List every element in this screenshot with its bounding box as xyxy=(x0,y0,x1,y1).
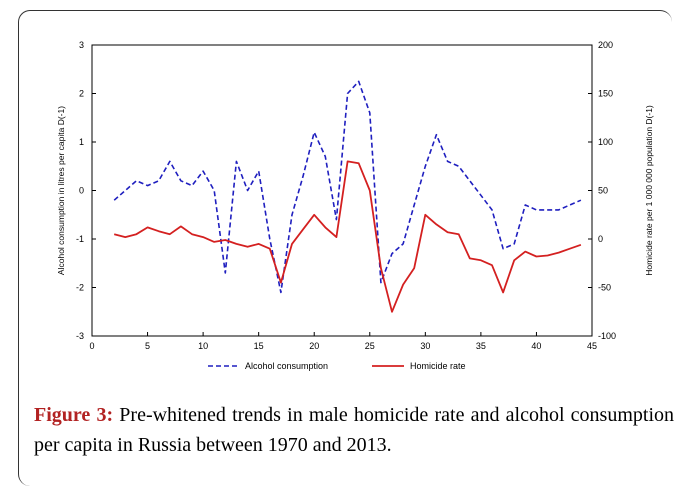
y-tick-label: 0 xyxy=(79,186,84,196)
y2-tick-label: -100 xyxy=(598,331,616,341)
series-group xyxy=(113,80,582,313)
x-tick-label: 20 xyxy=(309,341,319,351)
x-tick-label: 35 xyxy=(476,341,486,351)
y-tick-label: 2 xyxy=(79,89,84,99)
plot-border xyxy=(91,44,593,337)
y2-tick-label: 50 xyxy=(598,186,608,196)
x-tick-label: 45 xyxy=(587,341,597,351)
x-tick-label: 15 xyxy=(254,341,264,351)
x-tick-label: 30 xyxy=(420,341,430,351)
figure-caption: Figure 3: Pre-whitened trends in male ho… xyxy=(34,400,674,460)
x-tick-label: 25 xyxy=(365,341,375,351)
x-tick-label: 10 xyxy=(198,341,208,351)
figure-frame xyxy=(18,10,672,486)
y-axis-left: -3 -2 -1 0 1 2 3 xyxy=(76,40,96,341)
series-line-homicide xyxy=(113,160,582,313)
y-axis-right: -100 -50 0 50 100 150 200 xyxy=(588,40,616,341)
y-tick-label: -1 xyxy=(76,234,84,244)
x-tick-label: 0 xyxy=(89,341,94,351)
y2-axis-label: Homicide rate per 1 000 000 population D… xyxy=(644,105,654,276)
legend-label-alcohol: Alcohol consumption xyxy=(245,361,328,371)
y-tick-label: -2 xyxy=(76,283,84,293)
y-tick-label: 3 xyxy=(79,40,84,50)
y2-tick-label: 200 xyxy=(598,40,613,50)
caption-text: Pre-whitened trends in male homicide rat… xyxy=(34,404,675,456)
x-tick-label: 40 xyxy=(531,341,541,351)
y2-tick-label: -50 xyxy=(598,283,611,293)
y2-tick-label: 0 xyxy=(598,234,603,244)
y-tick-label: 1 xyxy=(79,137,84,147)
caption-label: Figure 3: xyxy=(34,404,114,426)
y-axis-label: Alcohol consumption in litres per capita… xyxy=(56,106,66,275)
y-tick-label: -3 xyxy=(76,331,84,341)
x-tick-label: 5 xyxy=(145,341,150,351)
series-line-alcohol xyxy=(113,80,582,294)
y2-tick-label: 100 xyxy=(598,137,613,147)
chart: 0 5 10 15 20 25 30 35 40 45 -3 -2 -1 0 1 2 3 -100 -50 0 50… xyxy=(56,40,654,371)
x-axis: 0 5 10 15 20 25 30 35 40 45 xyxy=(89,332,597,351)
legend-label-homicide: Homicide rate xyxy=(410,361,466,371)
plot-area xyxy=(91,44,593,337)
y2-tick-label: 150 xyxy=(598,89,613,99)
legend: Alcohol consumption Homicide rate xyxy=(208,361,466,371)
